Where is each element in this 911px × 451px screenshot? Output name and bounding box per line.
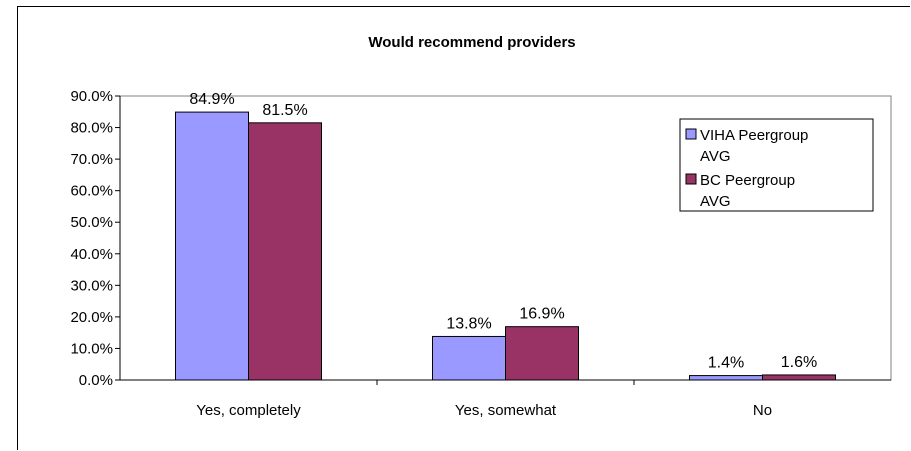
data-label: 16.9%: [519, 306, 564, 323]
y-tick-label: 20.0%: [70, 309, 113, 326]
data-label: 84.9%: [189, 91, 234, 108]
y-tick-label: 40.0%: [70, 246, 113, 263]
x-tick-label: No: [753, 402, 772, 419]
y-tick-label: 30.0%: [70, 277, 113, 294]
legend-box: [679, 118, 874, 212]
legend-swatch: [685, 173, 697, 185]
legend-label: BC Peergroup: [700, 172, 795, 189]
data-label: 1.4%: [708, 355, 744, 372]
y-tick-label: 10.0%: [70, 340, 113, 357]
legend: VIHA Peergroup AVG BC Peergroup AVG: [679, 118, 874, 212]
data-label: 13.8%: [446, 315, 491, 332]
data-label: 81.5%: [262, 102, 307, 119]
y-tick-label: 50.0%: [70, 214, 113, 231]
x-tick-label: Yes, somewhat: [455, 402, 557, 419]
bar: [505, 326, 579, 381]
data-label: 1.6%: [781, 354, 817, 371]
plot-area: 0.0% 10.0% 20.0% 30.0% 40.0% 50.0% 60.0% 70.0% 8…: [70, 88, 892, 419]
bar: [175, 111, 249, 381]
legend-swatch: [685, 128, 697, 140]
y-tick-label: 0.0%: [79, 372, 113, 389]
y-tick-label: 70.0%: [70, 151, 113, 168]
chart-title: Would recommend providers: [368, 34, 575, 51]
y-tick-label: 60.0%: [70, 183, 113, 200]
bar: [432, 335, 506, 381]
bar: [689, 375, 763, 381]
bar: [762, 374, 836, 381]
legend-label: VIHA Peergroup: [700, 127, 808, 144]
legend-label: AVG: [700, 193, 731, 210]
chart-frame: [17, 6, 910, 450]
legend-label: AVG: [700, 148, 731, 165]
y-tick-label: 90.0%: [70, 88, 113, 105]
bar: [248, 122, 322, 381]
y-tick-label: 80.0%: [70, 120, 113, 137]
x-tick-label: Yes, completely: [196, 402, 301, 419]
